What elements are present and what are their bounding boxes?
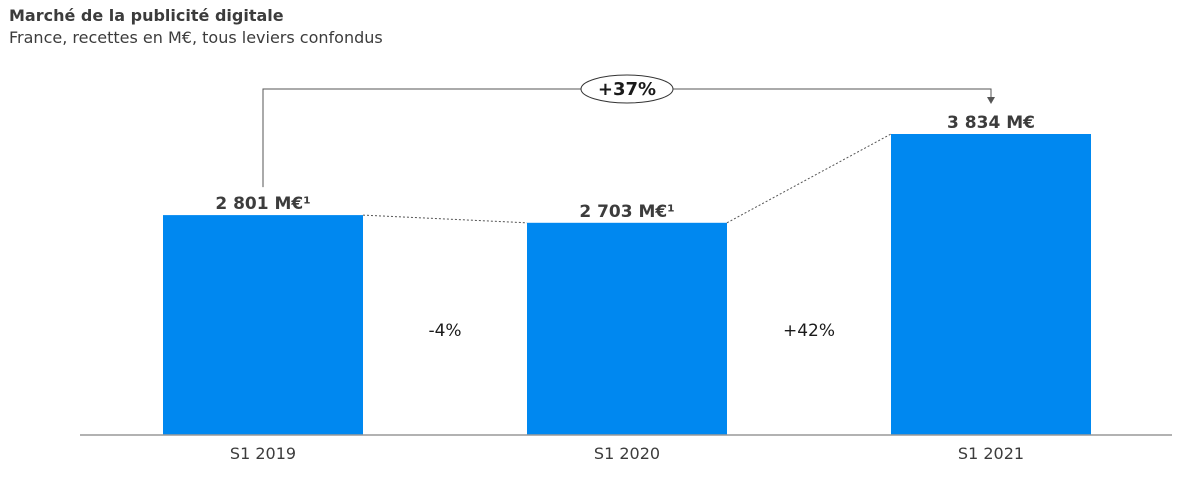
bar-2 [527, 222, 727, 435]
chart-subtitle: France, recettes en M€, tous leviers con… [9, 28, 383, 47]
bar-value-label-1: 2 801 M€¹ [215, 194, 310, 214]
overall-change-label: +37% [598, 79, 656, 100]
arrow-head-icon [987, 97, 995, 104]
overall-change-bracket [262, 88, 992, 188]
connector-line-2 [726, 133, 892, 224]
bar-value-label-3: 3 834 M€ [947, 113, 1035, 133]
change-label-2: +42% [783, 321, 835, 341]
connector-line-1 [362, 214, 528, 224]
chart-title: Marché de la publicité digitale [9, 6, 284, 25]
overall-change-badge [580, 74, 674, 104]
bar-3 [891, 134, 1091, 435]
bar-1 [163, 215, 363, 435]
x-tick-label-2: S1 2020 [594, 444, 660, 463]
x-tick-label-3: S1 2021 [958, 444, 1024, 463]
bar-value-label-2: 2 703 M€¹ [579, 202, 674, 222]
change-label-1: -4% [428, 321, 461, 341]
x-tick-label-1: S1 2019 [230, 444, 296, 463]
